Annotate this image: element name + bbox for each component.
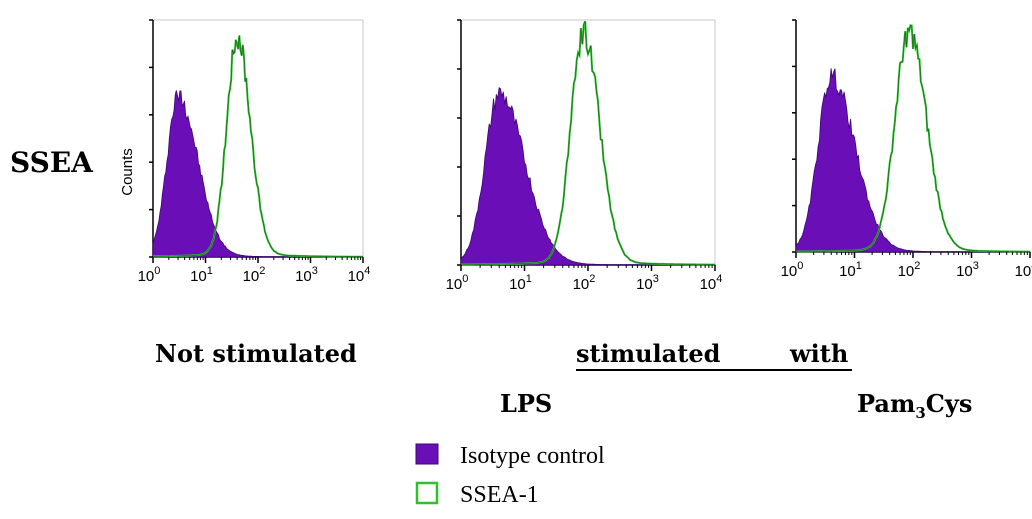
x-tick-base: 10 — [636, 276, 653, 293]
x-tick-label: 104 — [1015, 260, 1032, 280]
x-tick-label: 101 — [190, 265, 213, 285]
x-tick-label: 101 — [839, 260, 862, 280]
x-tick-label: 103 — [636, 273, 659, 293]
x-tick-label: 103 — [956, 260, 979, 280]
x-tick-base: 10 — [956, 263, 973, 280]
x-tick-base: 10 — [190, 268, 207, 285]
isotype-histogram — [460, 86, 716, 266]
x-tick-exponent: 4 — [716, 273, 722, 285]
label-with: with — [789, 339, 848, 368]
x-tick-exponent: 1 — [856, 260, 862, 272]
label-pam3cys: Pam3Cys — [857, 389, 972, 422]
row-label-ssea: SSEA — [10, 146, 94, 179]
x-tick-exponent: 2 — [259, 265, 265, 277]
legend-label-ssea1: SSEA-1 — [460, 482, 539, 508]
x-tick-base: 10 — [295, 268, 312, 285]
x-tick-label: 102 — [898, 260, 921, 280]
x-tick-base: 10 — [700, 276, 717, 293]
x-tick-base: 10 — [898, 263, 915, 280]
x-tick-exponent: 0 — [154, 265, 160, 277]
legend-swatch-isotype — [415, 443, 439, 465]
label-pam-prefix: Pam — [857, 389, 915, 418]
x-tick-label: 104 — [700, 273, 723, 293]
legend-label-isotype: Isotype control — [460, 443, 605, 469]
x-tick-exponent: 1 — [526, 273, 532, 285]
x-tick-label: 100 — [446, 273, 469, 293]
x-tick-label: 104 — [348, 265, 371, 285]
x-tick-base: 10 — [839, 263, 856, 280]
x-tick-base: 10 — [509, 276, 526, 293]
x-tick-exponent: 0 — [797, 260, 803, 272]
x-tick-exponent: 4 — [364, 265, 370, 277]
ssea1-histogram-edge — [796, 25, 1031, 252]
x-tick-exponent: 1 — [207, 265, 213, 277]
x-tick-base: 10 — [1015, 263, 1032, 280]
x-tick-label: 102 — [573, 273, 596, 293]
x-tick-exponent: 0 — [462, 273, 468, 285]
x-tick-label: 100 — [781, 260, 804, 280]
x-tick-exponent: 3 — [973, 260, 979, 272]
isotype-histogram — [795, 68, 1031, 253]
label-pam-subscript: 3 — [915, 404, 925, 422]
label-stimulated: stimulated — [576, 339, 721, 368]
label-pam-suffix: Cys — [926, 389, 973, 418]
x-tick-label: 103 — [295, 265, 318, 285]
x-tick-base: 10 — [348, 268, 365, 285]
x-tick-label: 100 — [138, 265, 161, 285]
x-tick-label: 102 — [243, 265, 266, 285]
ssea1-histogram-edge — [152, 35, 364, 258]
x-tick-base: 10 — [243, 268, 260, 285]
x-tick-base: 10 — [573, 276, 590, 293]
histogram-panel-1: 100 101 102 103 104 — [138, 19, 371, 285]
x-tick-base: 10 — [138, 268, 155, 285]
legend: Isotype control SSEA-1 — [415, 443, 605, 508]
label-lps: LPS — [500, 389, 552, 418]
x-tick-exponent: 3 — [312, 265, 318, 277]
legend-swatch-ssea1 — [415, 481, 439, 505]
x-tick-exponent: 3 — [653, 273, 659, 285]
x-tick-label: 101 — [509, 273, 532, 293]
x-tick-exponent: 2 — [914, 260, 920, 272]
x-tick-base: 10 — [781, 263, 798, 280]
isotype-histogram — [152, 90, 363, 258]
label-not-stimulated: Not stimulated — [155, 339, 357, 368]
x-tick-base: 10 — [446, 276, 463, 293]
histogram-panel-2: 100 101 102 103 104 — [446, 19, 723, 293]
x-tick-exponent: 2 — [589, 273, 595, 285]
y-axis-label-counts: Counts — [119, 148, 136, 196]
ssea1-histogram-edge — [461, 21, 715, 265]
